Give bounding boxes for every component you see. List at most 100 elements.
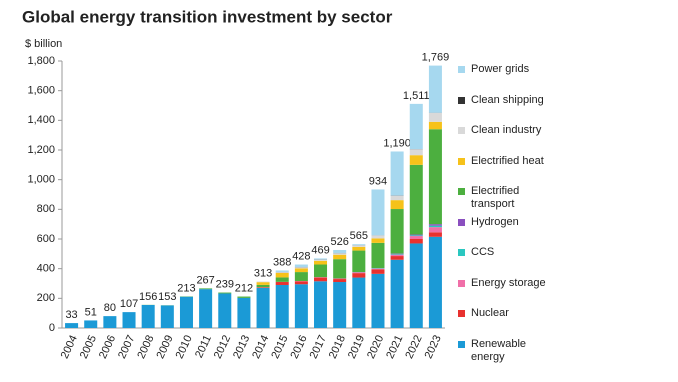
bar-segment (428, 232, 442, 237)
legend-label: CCS (471, 246, 495, 258)
bar-segment (409, 155, 423, 165)
legend-label: Renewable energy (471, 337, 527, 363)
legend-item: Electrified heat (458, 155, 551, 186)
bar-segment (122, 312, 136, 328)
x-tick-label: 2007 (116, 333, 137, 360)
bar-segment (237, 297, 251, 328)
legend: Power grids Clean shipping Clean industry E… (458, 63, 551, 368)
total-label: 239 (216, 278, 234, 290)
bar-segment (352, 245, 366, 247)
total-label: 153 (158, 291, 176, 303)
bar-segment (294, 284, 308, 328)
bar-segment (371, 235, 385, 239)
bar-segment (390, 256, 404, 260)
total-label: 388 (273, 256, 291, 268)
legend-swatch (458, 96, 465, 104)
bar-segment (390, 151, 404, 196)
bar-segment (84, 320, 98, 328)
bar-segment (314, 260, 328, 265)
bar-segment (390, 254, 404, 257)
total-label: 212 (235, 282, 253, 294)
bar-segment (256, 287, 270, 328)
bar-segment (294, 267, 308, 269)
bar-segment (428, 225, 442, 228)
x-tick-label: 2019 (346, 333, 367, 360)
bar-segment (237, 296, 251, 298)
bar-segment (333, 282, 347, 328)
bar-segment (371, 189, 385, 236)
bar-segment (218, 293, 232, 328)
bar-segment (390, 253, 404, 255)
total-label: 213 (177, 282, 195, 294)
legend-item: Clean industry (458, 124, 551, 155)
legend-label: Electrified transport (471, 185, 520, 210)
bar-segment (179, 296, 193, 328)
chart-title: Global energy transition investment by s… (22, 7, 393, 26)
x-tick-label: 2023 (423, 333, 444, 360)
total-label: 934 (369, 175, 387, 187)
total-label: 33 (65, 309, 77, 321)
bar-segment (314, 264, 328, 278)
bar-segment (371, 269, 385, 274)
bar-segment (390, 200, 404, 210)
bar-segment (409, 164, 423, 235)
bar-segment (275, 277, 289, 282)
legend-item: Renewable energy (458, 338, 551, 369)
y-axis-label: $ billion (25, 38, 62, 50)
bar-segment (409, 103, 423, 150)
total-label: 156 (139, 291, 157, 303)
bar-segment (428, 129, 442, 225)
bar-segment (371, 238, 385, 243)
bar-segment (409, 234, 423, 236)
bar-segment (314, 281, 328, 328)
x-tick-label: 2004 (59, 333, 80, 360)
total-label: 267 (196, 274, 214, 286)
y-tick-label: 800 (37, 203, 55, 215)
y-tick-label: 400 (37, 263, 55, 275)
bar-segment (428, 65, 442, 113)
bar-segment (275, 272, 289, 273)
bar-segment (428, 236, 442, 328)
legend-item: Energy storage (458, 277, 551, 308)
bar-segment (409, 235, 423, 237)
bar-segment (409, 236, 423, 239)
x-tick-label: 2005 (78, 333, 99, 360)
total-label: 469 (311, 244, 329, 256)
total-label: 428 (292, 250, 310, 262)
bar-segment (314, 277, 328, 282)
legend-swatch (458, 340, 465, 348)
legend-label: Hydrogen (471, 215, 519, 228)
bar-segment (371, 268, 385, 270)
bar-segment (428, 227, 442, 233)
bar-segment (390, 195, 404, 201)
x-tick-label: 2022 (403, 333, 424, 360)
x-tick-label: 2009 (154, 333, 175, 360)
bar-segment (256, 287, 270, 288)
x-tick-label: 2006 (97, 333, 118, 360)
bar-segment (390, 209, 404, 254)
legend-swatch (458, 279, 465, 287)
bar-segment (352, 273, 366, 278)
y-tick-label: 1,600 (27, 85, 55, 97)
bar-segment (160, 305, 174, 328)
legend-label: Electrified heat (471, 154, 544, 167)
total-label: 565 (350, 230, 368, 242)
x-tick-label: 2020 (365, 333, 386, 360)
bar-segment (275, 282, 289, 285)
legend-label: Nuclear (471, 307, 509, 319)
bar-segment (352, 277, 366, 328)
bar-segment (199, 289, 213, 328)
y-tick-label: 200 (37, 292, 55, 304)
y-tick-label: 1,400 (27, 114, 55, 126)
bar-segment (371, 273, 385, 328)
bar-segment (333, 253, 347, 255)
x-tick-label: 2014 (250, 333, 271, 360)
legend-label: Power grids (471, 63, 530, 75)
total-label: 526 (330, 236, 348, 248)
total-label: 1,769 (422, 52, 450, 64)
bar-segment (352, 244, 366, 246)
bar-segment (199, 288, 213, 290)
bar-segment (294, 268, 308, 273)
legend-item: CCS (458, 246, 551, 277)
